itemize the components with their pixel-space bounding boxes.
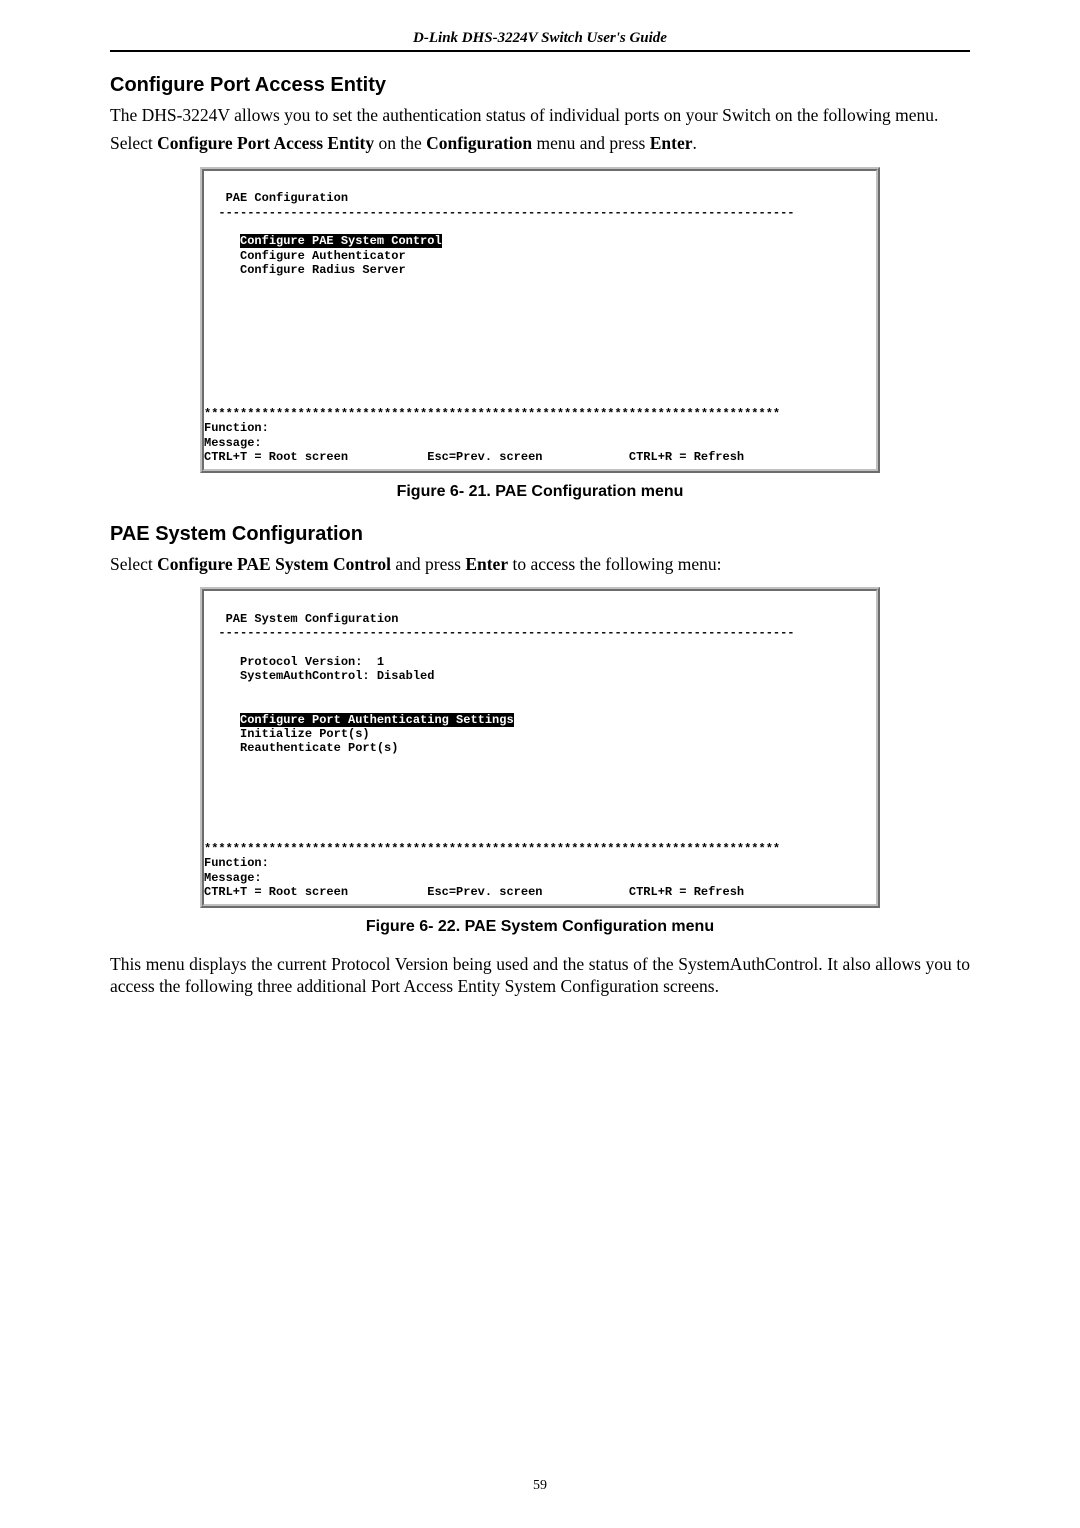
menu-item-selected: Configure Port Authenticating Settings: [240, 713, 514, 727]
bold-menu-name: Configuration: [426, 133, 532, 153]
terminal-hotkey-mid: Esc=Prev. screen: [427, 450, 542, 464]
menu-item: Initialize Port(s): [240, 727, 370, 741]
text-fragment: menu and press: [532, 133, 650, 153]
terminal-dashline: ----------------------------------------…: [204, 206, 795, 220]
page-number: 59: [0, 1478, 1080, 1494]
terminal-stars: ****************************************…: [204, 407, 780, 421]
text-fragment: Select: [110, 554, 157, 574]
terminal-hotkey-right: CTRL+R = Refresh: [629, 450, 744, 464]
section-heading-pae-system-configuration: PAE System Configuration: [110, 523, 970, 546]
terminal-field-protocol: Protocol Version: 1: [240, 655, 384, 669]
terminal-stars: ****************************************…: [204, 842, 780, 856]
terminal-hotkey-right: CTRL+R = Refresh: [629, 885, 744, 899]
bold-menu-name: Configure Port Access Entity: [157, 133, 374, 153]
terminal-message-label: Message:: [204, 871, 262, 885]
paragraph-instruction-1: Select Configure Port Access Entity on t…: [110, 133, 970, 155]
terminal-title: PAE Configuration: [226, 191, 348, 205]
terminal-dashline: ----------------------------------------…: [204, 626, 795, 640]
bold-key-name: Enter: [465, 554, 508, 574]
bold-menu-name: Configure PAE System Control: [157, 554, 391, 574]
figure-caption-1: Figure 6- 21. PAE Configuration menu: [110, 483, 970, 501]
text-fragment: on the: [374, 133, 426, 153]
terminal-content-1: PAE Configuration ----------------------…: [204, 171, 876, 469]
terminal-screenshot-1: PAE Configuration ----------------------…: [200, 167, 880, 473]
terminal-title: PAE System Configuration: [226, 612, 399, 626]
terminal-function-label: Function:: [204, 421, 269, 435]
text-fragment: to access the following menu:: [508, 554, 721, 574]
paragraph-intro-1: The DHS-3224V allows you to set the auth…: [110, 105, 970, 127]
bold-key-name: Enter: [650, 133, 693, 153]
document-page: D-Link DHS-3224V Switch User's Guide Con…: [0, 0, 1080, 1528]
figure-caption-2: Figure 6- 22. PAE System Configuration m…: [110, 918, 970, 936]
text-fragment: and press: [391, 554, 465, 574]
section-heading-configure-port-access-entity: Configure Port Access Entity: [110, 74, 970, 97]
terminal-screenshot-2: PAE System Configuration ---------------…: [200, 587, 880, 907]
terminal-hotkey-left: CTRL+T = Root screen: [204, 885, 348, 899]
menu-item: Configure Radius Server: [240, 263, 406, 277]
paragraph-instruction-2: Select Configure PAE System Control and …: [110, 554, 970, 576]
menu-item: Reauthenticate Port(s): [240, 741, 398, 755]
menu-item-selected: Configure PAE System Control: [240, 234, 442, 248]
text-fragment: .: [693, 133, 697, 153]
terminal-content-2: PAE System Configuration ---------------…: [204, 591, 876, 903]
terminal-field-authcontrol: SystemAuthControl: Disabled: [240, 669, 434, 683]
terminal-function-label: Function:: [204, 856, 269, 870]
text-fragment: Select: [110, 133, 157, 153]
menu-item: Configure Authenticator: [240, 249, 406, 263]
terminal-message-label: Message:: [204, 436, 262, 450]
terminal-hotkey-mid: Esc=Prev. screen: [427, 885, 542, 899]
paragraph-closing: This menu displays the current Protocol …: [110, 954, 970, 998]
terminal-hotkey-left: CTRL+T = Root screen: [204, 450, 348, 464]
document-header: D-Link DHS-3224V Switch User's Guide: [110, 0, 970, 52]
